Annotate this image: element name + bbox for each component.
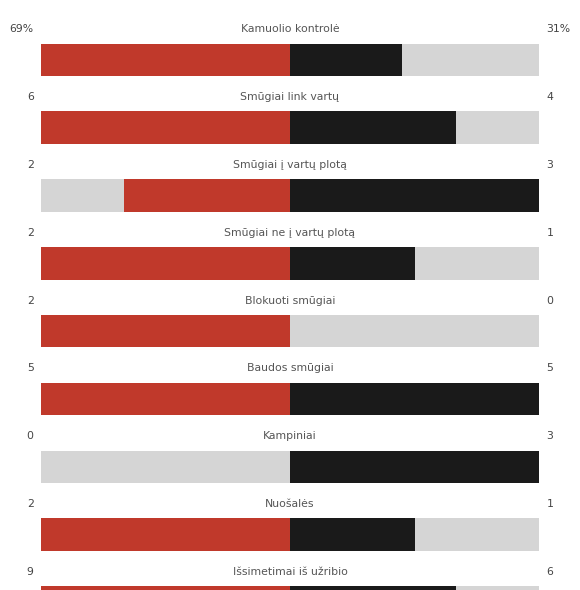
Text: 0: 0 xyxy=(546,296,553,306)
Bar xyxy=(41,519,290,551)
Bar xyxy=(290,586,456,590)
Bar xyxy=(41,112,539,144)
Text: Nuošalės: Nuošalės xyxy=(265,499,315,509)
Bar xyxy=(290,247,415,280)
Bar xyxy=(290,383,539,415)
Text: 6: 6 xyxy=(546,567,553,577)
Bar xyxy=(41,44,539,76)
Bar xyxy=(41,451,539,483)
Text: 2: 2 xyxy=(27,228,34,238)
Bar xyxy=(41,383,290,415)
Text: 2: 2 xyxy=(27,160,34,170)
Bar xyxy=(41,112,290,144)
Text: Kamuolio kontrolė: Kamuolio kontrolė xyxy=(241,24,339,34)
Text: 5: 5 xyxy=(546,363,553,373)
Text: 31%: 31% xyxy=(546,24,571,34)
Text: 2: 2 xyxy=(27,296,34,306)
Bar xyxy=(41,44,290,76)
Bar xyxy=(41,179,539,212)
Text: 69%: 69% xyxy=(9,24,34,34)
Bar xyxy=(290,451,539,483)
Text: Kampiniai: Kampiniai xyxy=(263,431,317,441)
Text: Smūgiai į vartų plotą: Smūgiai į vartų plotą xyxy=(233,160,347,170)
Text: Išsimetimai iš užribio: Išsimetimai iš užribio xyxy=(233,567,347,577)
Text: 6: 6 xyxy=(27,92,34,102)
Text: 5: 5 xyxy=(27,363,34,373)
Bar xyxy=(41,315,290,348)
Bar xyxy=(290,44,402,76)
Bar xyxy=(41,586,539,590)
Bar xyxy=(41,247,290,280)
Text: Smūgiai ne į vartų plotą: Smūgiai ne į vartų plotą xyxy=(224,228,356,238)
Bar xyxy=(41,519,539,551)
Text: 4: 4 xyxy=(546,92,553,102)
Bar xyxy=(290,112,456,144)
Text: 9: 9 xyxy=(27,567,34,577)
Bar xyxy=(290,179,539,212)
Text: 3: 3 xyxy=(546,431,553,441)
Text: 1: 1 xyxy=(546,228,553,238)
Text: Blokuoti smūgiai: Blokuoti smūgiai xyxy=(245,296,335,306)
Bar xyxy=(290,519,415,551)
Bar xyxy=(124,179,290,212)
Text: Smūgiai link vartų: Smūgiai link vartų xyxy=(241,92,339,102)
Text: 1: 1 xyxy=(546,499,553,509)
Bar xyxy=(41,315,539,348)
Bar xyxy=(41,586,290,590)
Text: Baudos smūgiai: Baudos smūgiai xyxy=(246,363,334,373)
Text: 2: 2 xyxy=(27,499,34,509)
Bar xyxy=(41,383,539,415)
Bar xyxy=(41,247,539,280)
Text: 0: 0 xyxy=(27,431,34,441)
Text: 3: 3 xyxy=(546,160,553,170)
